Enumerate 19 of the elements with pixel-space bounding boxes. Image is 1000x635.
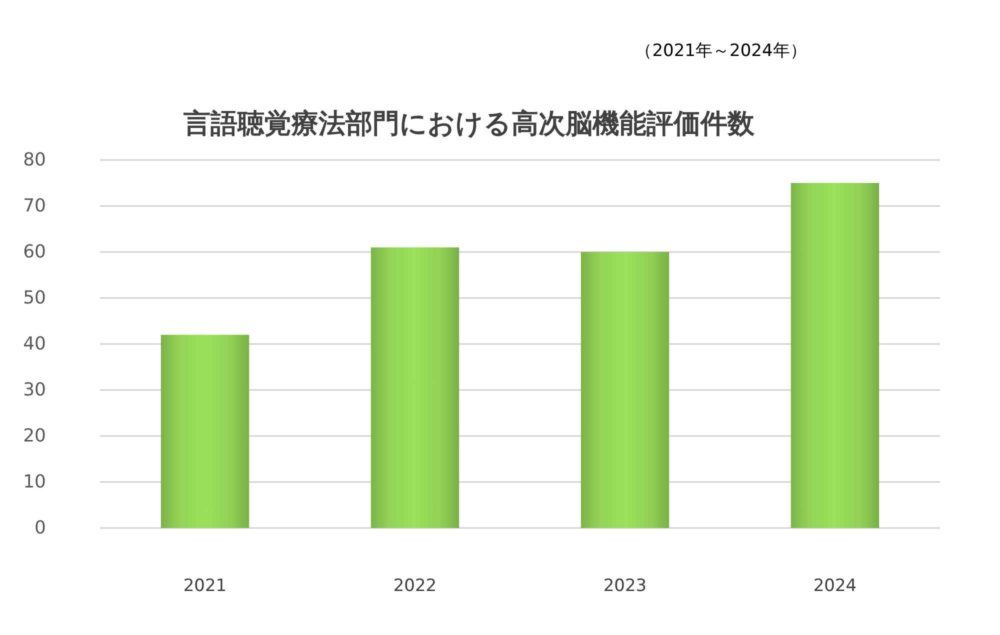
y-tick-label: 0 xyxy=(34,518,46,538)
y-tick-label: 20 xyxy=(23,426,46,446)
y-tick-label: 70 xyxy=(23,196,46,216)
y-tick-label: 30 xyxy=(23,380,46,400)
x-tick-label: 2022 xyxy=(393,576,437,596)
bar xyxy=(370,247,460,528)
x-tick-label: 2023 xyxy=(603,576,647,596)
x-tick-label: 2021 xyxy=(183,576,227,596)
bar xyxy=(790,183,880,528)
chart-subtitle: （2021年～2024年） xyxy=(635,41,807,61)
y-tick-label: 60 xyxy=(23,242,46,262)
y-tick-label: 50 xyxy=(23,288,46,308)
y-tick-label: 80 xyxy=(23,150,46,170)
x-tick-label: 2024 xyxy=(813,576,857,596)
bar xyxy=(580,252,670,528)
bar xyxy=(160,334,250,528)
y-tick-label: 40 xyxy=(23,334,46,354)
chart-title: 言語聴覚療法部門における高次脳機能評価件数 xyxy=(182,108,756,140)
y-tick-label: 10 xyxy=(23,472,46,492)
